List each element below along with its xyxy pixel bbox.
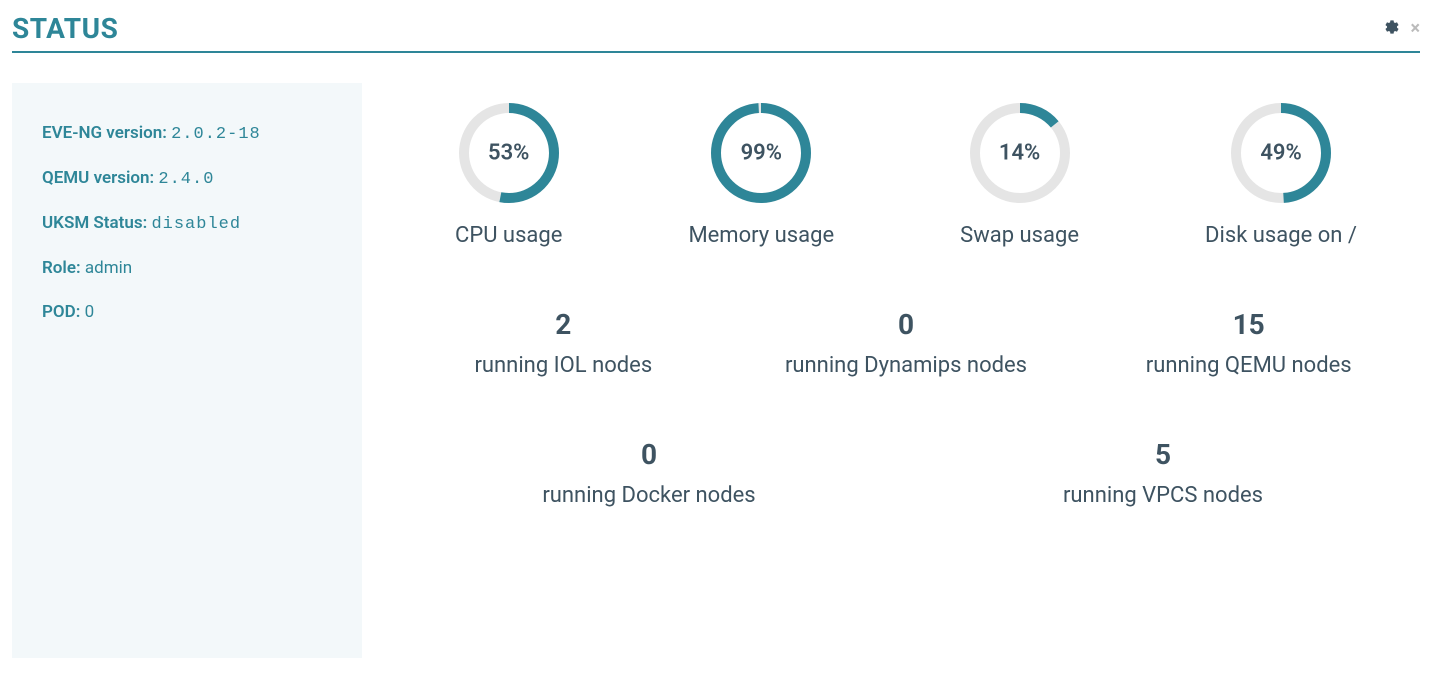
swap-gauge: 14% Swap usage: [960, 103, 1079, 248]
cpu-gauge-label: CPU usage: [455, 223, 562, 248]
stats-row-2: 0 running Docker nodes 5 running VPCS no…: [392, 438, 1420, 508]
gear-icon[interactable]: [1384, 19, 1400, 39]
role-row: Role: admin: [42, 258, 332, 278]
eve-ng-version-label: EVE-NG version:: [42, 123, 167, 143]
qemu-version-value: 2.4.0: [158, 170, 214, 189]
docker-stat: 0 running Docker nodes: [392, 438, 906, 508]
role-value: admin: [85, 258, 132, 278]
disk-gauge: 49% Disk usage on /: [1205, 103, 1357, 248]
uksm-status-value: disabled: [151, 215, 241, 234]
dynamips-stat-value: 0: [898, 308, 914, 341]
gauges-row: 53% CPU usage 99% Memory usage: [392, 103, 1420, 248]
eve-ng-version-value: 2.0.2-18: [171, 125, 261, 144]
memory-gauge-ring: 99%: [711, 103, 811, 203]
pod-value: 0: [85, 302, 95, 322]
disk-gauge-ring: 49%: [1231, 103, 1331, 203]
iol-stat: 2 running IOL nodes: [392, 308, 735, 378]
swap-gauge-ring: 14%: [970, 103, 1070, 203]
docker-stat-value: 0: [641, 438, 657, 471]
qemu-version-label: QEMU version:: [42, 168, 154, 188]
pod-row: POD: 0: [42, 302, 332, 322]
qemu-stat-label: running QEMU nodes: [1146, 353, 1352, 378]
page-title: STATUS: [12, 12, 118, 45]
memory-gauge-pct: 99%: [741, 141, 782, 166]
main-panel: 53% CPU usage 99% Memory usage: [392, 83, 1420, 658]
disk-gauge-label: Disk usage on /: [1205, 223, 1357, 248]
qemu-stat-value: 15: [1233, 308, 1265, 341]
vpcs-stat: 5 running VPCS nodes: [906, 438, 1420, 508]
iol-stat-value: 2: [555, 308, 571, 341]
dynamips-stat: 0 running Dynamips nodes: [735, 308, 1078, 378]
dynamips-stat-label: running Dynamips nodes: [785, 353, 1027, 378]
uksm-status-label: UKSM Status:: [42, 213, 147, 233]
swap-gauge-pct: 14%: [999, 141, 1040, 166]
vpcs-stat-label: running VPCS nodes: [1063, 483, 1263, 508]
uksm-status-row: UKSM Status: disabled: [42, 213, 332, 234]
status-header: STATUS ×: [12, 12, 1420, 53]
header-actions: ×: [1384, 18, 1420, 39]
cpu-gauge: 53% CPU usage: [455, 103, 562, 248]
memory-gauge-label: Memory usage: [688, 223, 834, 248]
close-icon[interactable]: ×: [1410, 18, 1420, 39]
content: EVE-NG version: 2.0.2-18 QEMU version: 2…: [12, 83, 1420, 658]
vpcs-stat-value: 5: [1155, 438, 1171, 471]
qemu-stat: 15 running QEMU nodes: [1077, 308, 1420, 378]
iol-stat-label: running IOL nodes: [474, 353, 652, 378]
pod-label: POD:: [42, 302, 80, 322]
swap-gauge-label: Swap usage: [960, 223, 1079, 248]
cpu-gauge-ring: 53%: [459, 103, 559, 203]
stats-row-1: 2 running IOL nodes 0 running Dynamips n…: [392, 308, 1420, 378]
eve-ng-version-row: EVE-NG version: 2.0.2-18: [42, 123, 332, 144]
cpu-gauge-pct: 53%: [488, 141, 529, 166]
qemu-version-row: QEMU version: 2.4.0: [42, 168, 332, 189]
disk-gauge-pct: 49%: [1260, 141, 1301, 166]
info-sidebar: EVE-NG version: 2.0.2-18 QEMU version: 2…: [12, 83, 362, 658]
role-label: Role:: [42, 258, 81, 278]
docker-stat-label: running Docker nodes: [542, 483, 755, 508]
memory-gauge: 99% Memory usage: [688, 103, 834, 248]
